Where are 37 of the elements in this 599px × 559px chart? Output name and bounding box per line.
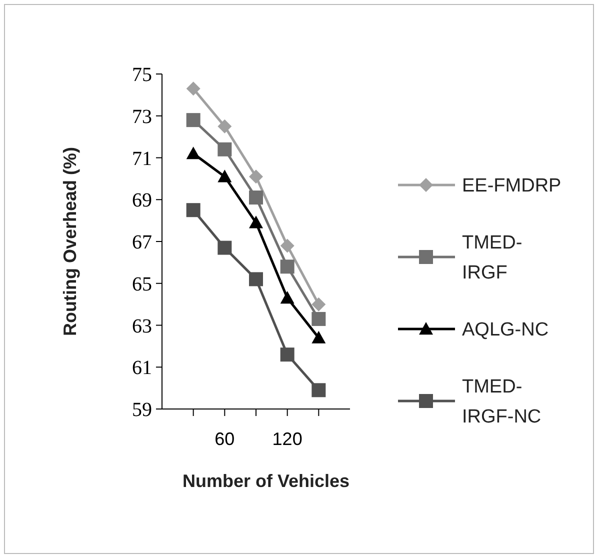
point: [186, 113, 200, 128]
y-tick-label: 63: [132, 315, 152, 338]
y-tick-label: 73: [132, 106, 152, 128]
legend-label: AQLG-NC: [462, 320, 549, 341]
point: [186, 146, 200, 160]
point: [249, 190, 263, 205]
point: [249, 216, 263, 228]
legend-label: TMED-IRGF: [462, 232, 522, 284]
y-tick-label: 61: [132, 357, 152, 380]
y-tick-label: 75: [132, 64, 152, 86]
y-axis-title: Routing Overhead (%): [60, 146, 80, 336]
point: [280, 238, 294, 253]
point: [249, 170, 263, 184]
legend-label: TMED-IRGF-NC: [462, 376, 542, 428]
y-tick-label: 67: [132, 232, 152, 254]
y-tick-label: 69: [132, 190, 152, 212]
x-tick-label: 120: [272, 429, 302, 449]
point: [312, 383, 326, 398]
point: [312, 297, 326, 312]
point: [249, 272, 263, 286]
x-axis-title: Number of Vehicles: [182, 471, 350, 491]
legend-label: EE-FMDRP: [462, 176, 562, 197]
y-tick-label: 71: [132, 148, 152, 170]
y-tick-label: 65: [132, 273, 152, 296]
point: [312, 312, 326, 326]
point: [280, 260, 294, 274]
point: [312, 330, 326, 344]
point: [218, 119, 232, 134]
point: [186, 82, 200, 96]
x-tick-label: 60: [214, 429, 235, 449]
point: [280, 348, 294, 362]
point: [280, 291, 294, 304]
point: [218, 170, 232, 182]
point: [186, 203, 200, 218]
point: [218, 142, 232, 156]
y-tick-label: 59: [132, 399, 152, 421]
point: [218, 240, 232, 255]
